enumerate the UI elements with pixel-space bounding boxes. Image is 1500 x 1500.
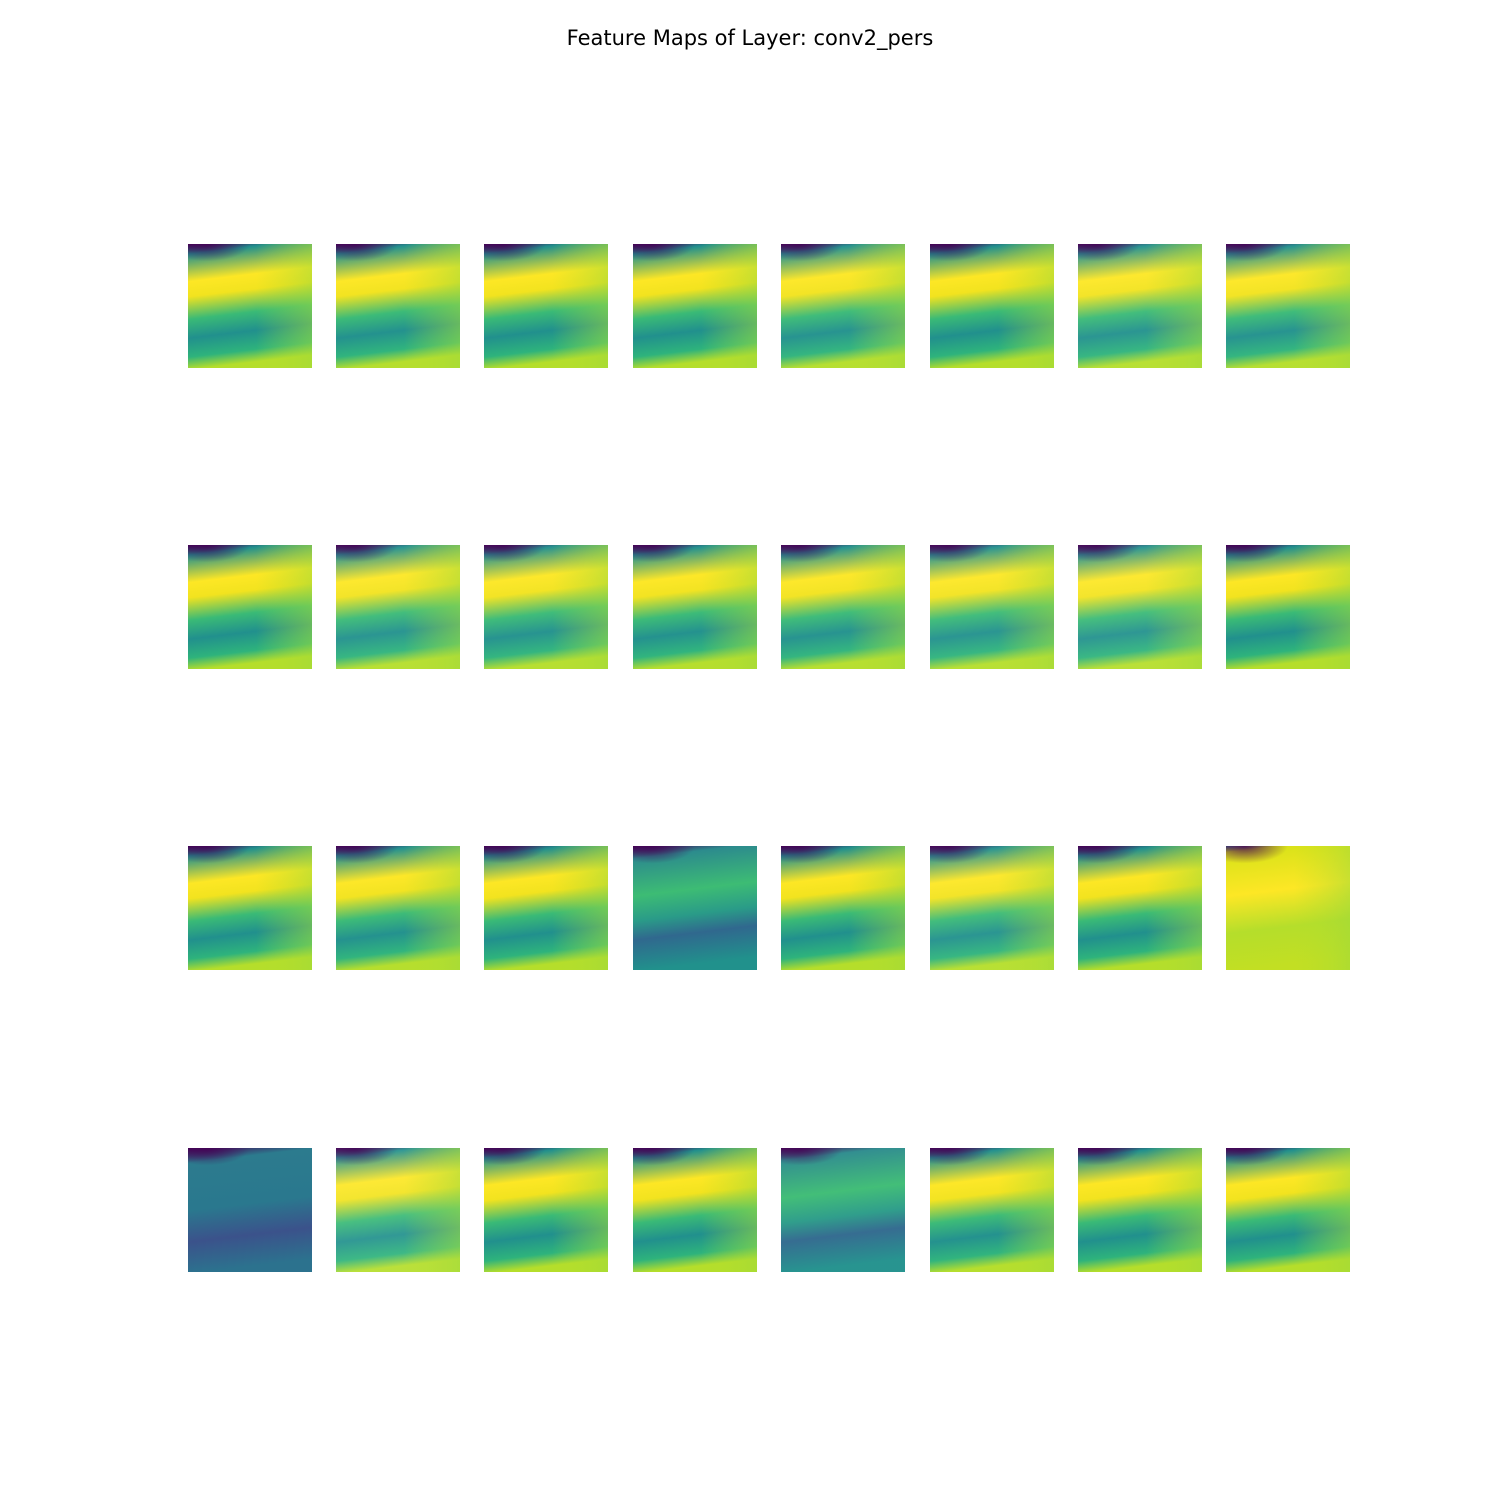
feature-map-9 bbox=[188, 545, 312, 669]
feature-map-23 bbox=[1078, 846, 1202, 970]
figure-title: Feature Maps of Layer: conv2_pers bbox=[566, 26, 934, 50]
feature-map-16 bbox=[1226, 545, 1350, 669]
feature-map-2 bbox=[336, 244, 460, 368]
feature-map-25 bbox=[188, 1148, 312, 1272]
feature-map-7 bbox=[1078, 244, 1202, 368]
feature-map-15 bbox=[1078, 545, 1202, 669]
feature-map-1 bbox=[188, 244, 312, 368]
feature-map-29 bbox=[781, 1148, 905, 1272]
feature-map-4 bbox=[633, 244, 757, 368]
feature-map-28 bbox=[633, 1148, 757, 1272]
feature-map-22 bbox=[930, 846, 1054, 970]
feature-map-32 bbox=[1226, 1148, 1350, 1272]
feature-map-21 bbox=[781, 846, 905, 970]
feature-map-30 bbox=[930, 1148, 1054, 1272]
feature-map-3 bbox=[484, 244, 608, 368]
feature-map-6 bbox=[930, 244, 1054, 368]
feature-map-12 bbox=[633, 545, 757, 669]
feature-map-5 bbox=[781, 244, 905, 368]
feature-map-14 bbox=[930, 545, 1054, 669]
feature-map-8 bbox=[1226, 244, 1350, 368]
feature-map-11 bbox=[484, 545, 608, 669]
feature-map-13 bbox=[781, 545, 905, 669]
feature-map-10 bbox=[336, 545, 460, 669]
feature-map-31 bbox=[1078, 1148, 1202, 1272]
feature-map-18 bbox=[336, 846, 460, 970]
feature-map-27 bbox=[484, 1148, 608, 1272]
feature-map-17 bbox=[188, 846, 312, 970]
feature-map-26 bbox=[336, 1148, 460, 1272]
feature-map-20 bbox=[633, 846, 757, 970]
feature-map-24 bbox=[1226, 846, 1350, 970]
feature-map-19 bbox=[484, 846, 608, 970]
